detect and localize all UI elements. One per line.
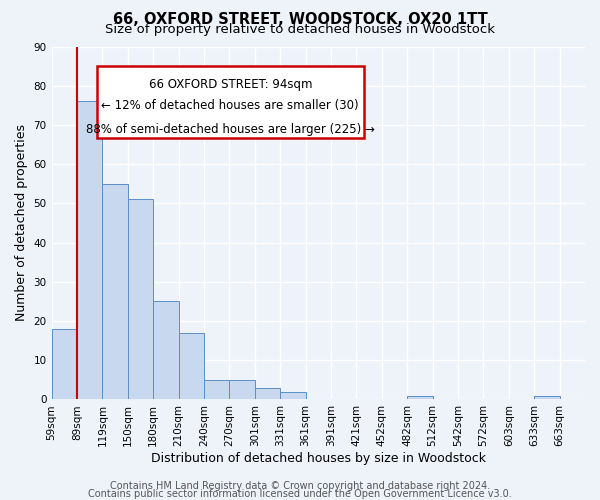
Text: 66, OXFORD STREET, WOODSTOCK, OX20 1TT: 66, OXFORD STREET, WOODSTOCK, OX20 1TT (113, 12, 487, 28)
FancyBboxPatch shape (97, 66, 364, 138)
Text: Contains HM Land Registry data © Crown copyright and database right 2024.: Contains HM Land Registry data © Crown c… (110, 481, 490, 491)
Text: Contains public sector information licensed under the Open Government Licence v3: Contains public sector information licen… (88, 489, 512, 499)
Bar (255, 388, 280, 400)
Bar (103, 184, 128, 400)
Bar (280, 392, 305, 400)
Bar (229, 380, 255, 400)
Bar (179, 333, 204, 400)
Text: Size of property relative to detached houses in Woodstock: Size of property relative to detached ho… (105, 22, 495, 36)
Y-axis label: Number of detached properties: Number of detached properties (15, 124, 28, 322)
Bar (407, 396, 433, 400)
Bar (128, 200, 153, 400)
Bar (77, 102, 103, 400)
Bar (153, 302, 179, 400)
Bar (204, 380, 229, 400)
Text: 88% of semi-detached houses are larger (225) →: 88% of semi-detached houses are larger (… (86, 123, 374, 136)
Text: 66 OXFORD STREET: 94sqm: 66 OXFORD STREET: 94sqm (149, 78, 312, 90)
Bar (52, 329, 77, 400)
Text: ← 12% of detached houses are smaller (30): ← 12% of detached houses are smaller (30… (101, 99, 359, 112)
X-axis label: Distribution of detached houses by size in Woodstock: Distribution of detached houses by size … (151, 452, 486, 465)
Bar (534, 396, 560, 400)
